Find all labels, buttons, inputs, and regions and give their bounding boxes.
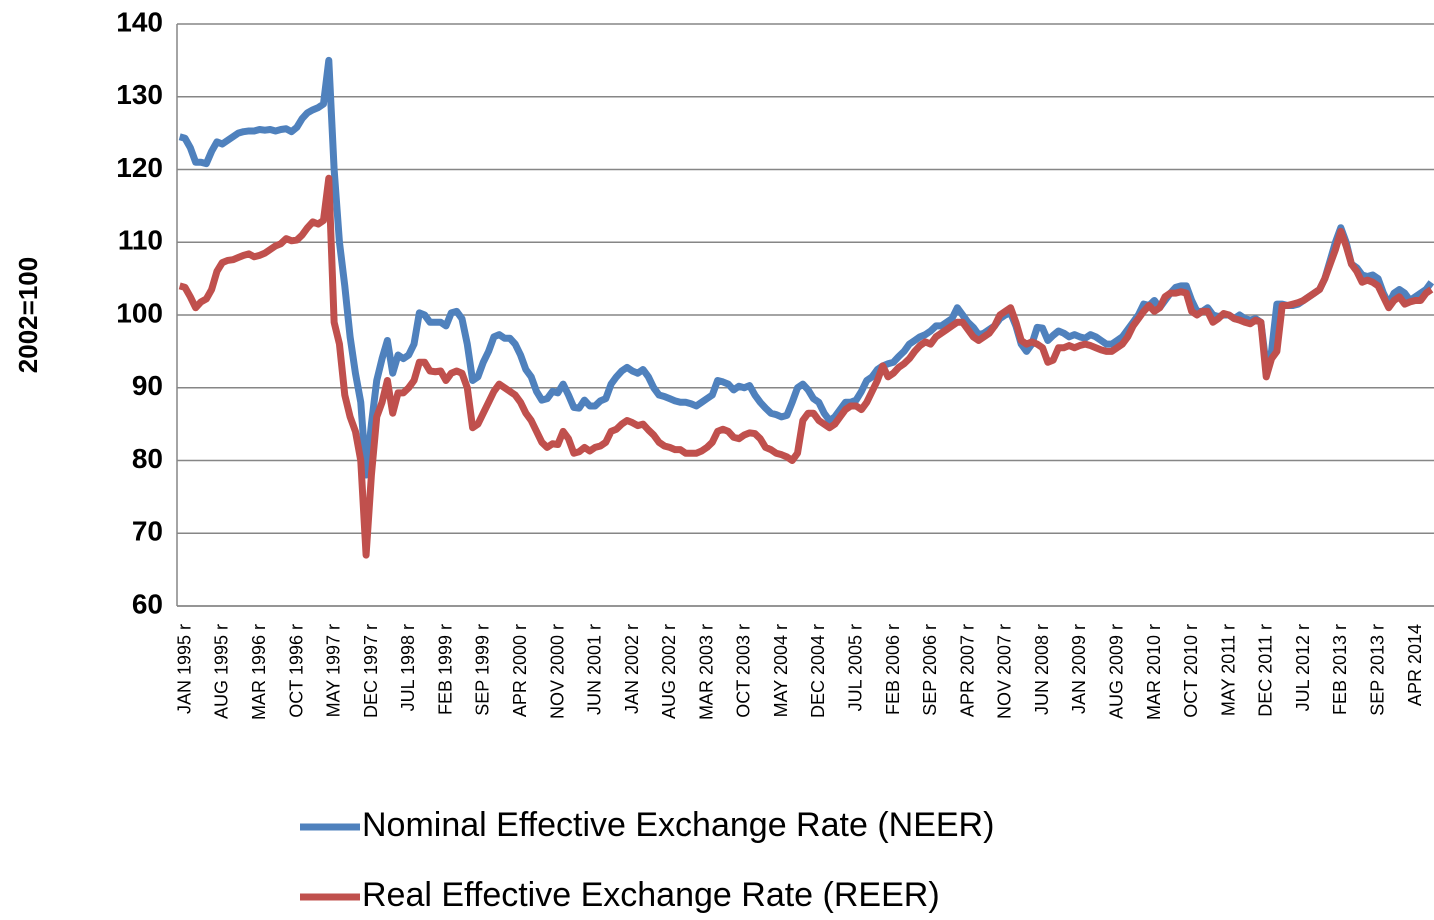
y-tick-label: 130 <box>116 79 163 110</box>
x-tick-label: OCT 1996 r <box>286 624 306 718</box>
series-line <box>178 174 1434 559</box>
x-tick-label: JUN 2001 r <box>585 624 605 715</box>
x-tick-label: FEB 2013 r <box>1330 624 1350 715</box>
x-tick-label: MAR 2010 r <box>1144 624 1164 720</box>
x-tick-label: JUL 2005 r <box>846 624 866 711</box>
x-tick-label: AUG 2002 r <box>659 624 679 719</box>
y-tick-label: 110 <box>118 225 163 256</box>
x-tick-label: JAN 1995 r <box>174 624 194 714</box>
x-tick-label: JAN 2002 r <box>622 624 642 714</box>
x-tick-label: MAY 2011 r <box>1218 624 1238 716</box>
x-tick-label: JUL 2012 r <box>1293 624 1313 711</box>
y-tick-label: 70 <box>132 516 163 547</box>
x-tick-label: JAN 2009 r <box>1069 624 1089 714</box>
x-tick-label: JUL 1998 r <box>398 624 418 711</box>
x-tick-label: MAR 2003 r <box>696 624 716 720</box>
x-tick-label: NOV 2007 r <box>995 624 1015 719</box>
x-tick-label: APR 2007 r <box>957 624 977 717</box>
legend-label: Real Effective Exchange Rate (REER) <box>362 876 940 914</box>
x-tick-label: APR 2000 r <box>510 624 530 717</box>
x-tick-label: SEP 1999 r <box>473 624 493 716</box>
x-tick-label: SEP 2013 r <box>1367 624 1387 716</box>
x-tick-label: SEP 2006 r <box>920 624 940 716</box>
x-tick-label: MAY 1997 r <box>324 624 344 717</box>
y-tick-label: 140 <box>116 6 163 37</box>
x-tick-label: OCT 2003 r <box>734 624 754 718</box>
x-tick-label: NOV 2000 r <box>547 624 567 719</box>
y-tick-label: 80 <box>132 443 163 474</box>
x-tick-label: APR 2014 <box>1405 624 1425 706</box>
x-tick-label: AUG 1995 r <box>212 624 232 719</box>
y-tick-label: 100 <box>116 297 163 328</box>
x-tick-label: DEC 1997 r <box>361 624 381 718</box>
x-tick-label: DEC 2011 r <box>1256 624 1276 717</box>
y-tick-label: 60 <box>132 588 163 619</box>
x-tick-label: MAR 1996 r <box>249 624 269 720</box>
x-tick-label: JUN 2008 r <box>1032 624 1052 715</box>
y-tick-label: 90 <box>132 370 163 401</box>
x-tick-label: MAY 2004 r <box>771 624 791 717</box>
x-tick-label: AUG 2009 r <box>1107 624 1127 719</box>
x-tick-label: FEB 2006 r <box>883 624 903 715</box>
x-tick-label: DEC 2004 r <box>808 624 828 718</box>
x-tick-label: FEB 1999 r <box>435 624 455 715</box>
y-tick-label: 120 <box>116 152 163 183</box>
legend-label: Nominal Effective Exchange Rate (NEER) <box>362 806 994 844</box>
y-axis-title: 2002=100 <box>13 257 43 373</box>
x-tick-label: OCT 2010 r <box>1181 624 1201 718</box>
